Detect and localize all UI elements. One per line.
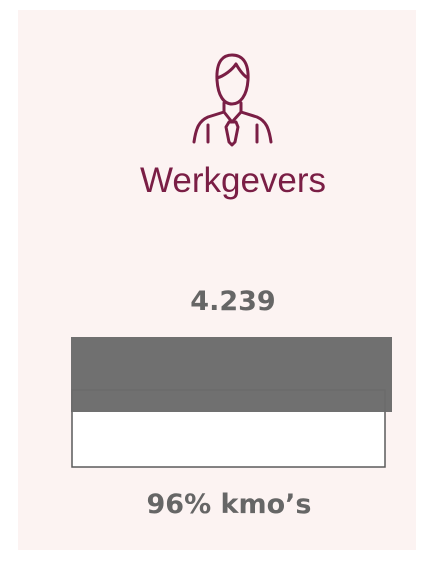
card-value: 4.239 — [190, 286, 275, 317]
card-background — [18, 10, 416, 550]
filled-box — [71, 337, 392, 412]
card-title: Werkgevers — [140, 161, 326, 200]
employer-icon — [192, 53, 273, 147]
card-caption: 96% kmo’s — [147, 489, 312, 520]
